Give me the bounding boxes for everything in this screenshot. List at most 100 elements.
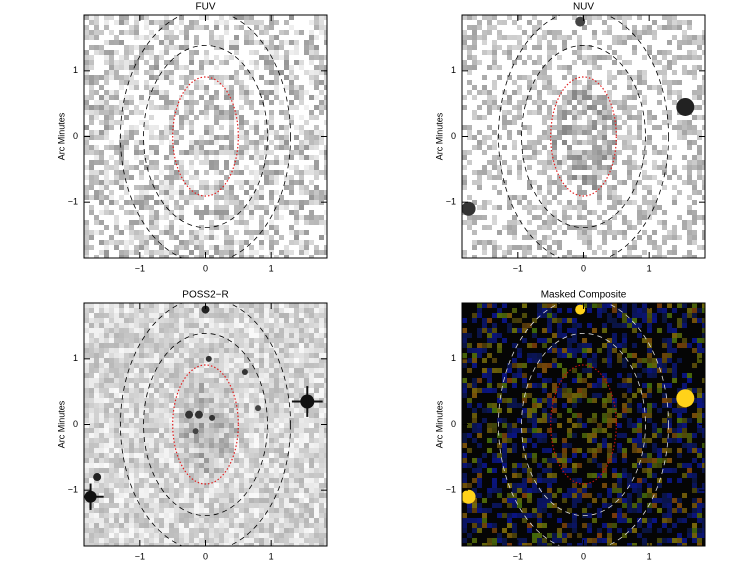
- pixel: [637, 110, 642, 115]
- pixel: [199, 323, 204, 328]
- pixel: [169, 478, 174, 483]
- pixel: [264, 418, 269, 423]
- pixel: [667, 230, 672, 235]
- pixel: [622, 145, 627, 150]
- pixel: [279, 533, 284, 538]
- pixel: [84, 240, 89, 245]
- pixel: [587, 303, 592, 308]
- pixel: [149, 543, 154, 546]
- pixel: [144, 498, 149, 503]
- pixel: [149, 438, 154, 443]
- pixel: [104, 95, 109, 100]
- pixel: [517, 85, 522, 90]
- pixel: [309, 433, 314, 438]
- pixel: [482, 303, 487, 308]
- pixel: [224, 413, 229, 418]
- pixel: [582, 165, 587, 170]
- pixel: [487, 65, 492, 70]
- pixel: [622, 110, 627, 115]
- pixel: [239, 130, 244, 135]
- pixel: [264, 45, 269, 50]
- pixel: [89, 303, 94, 308]
- pixel: [214, 250, 219, 255]
- pixel: [284, 85, 289, 90]
- pixel: [204, 418, 209, 423]
- pixel: [672, 80, 677, 85]
- pixel: [224, 343, 229, 348]
- pixel: [244, 220, 249, 225]
- pixel: [144, 388, 149, 393]
- pixel: [129, 543, 134, 546]
- pixel: [229, 528, 234, 533]
- pixel: [279, 358, 284, 363]
- pixel: [204, 150, 209, 155]
- pixel: [254, 463, 259, 468]
- pixel: [284, 180, 289, 185]
- pixel: [169, 120, 174, 125]
- pixel: [229, 368, 234, 373]
- pixel: [114, 523, 119, 528]
- pixel: [194, 145, 199, 150]
- pixel: [482, 85, 487, 90]
- pixel: [319, 55, 324, 60]
- pixel: [179, 448, 184, 453]
- pixel: [149, 303, 154, 308]
- pixel: [109, 308, 114, 313]
- pixel: [269, 523, 274, 528]
- pixel: [309, 508, 314, 513]
- pixel: [254, 348, 259, 353]
- pixel: [254, 125, 259, 130]
- pixel: [284, 40, 289, 45]
- x-tick-label: −1: [135, 263, 145, 273]
- pixel: [214, 135, 219, 140]
- pixel: [224, 303, 229, 308]
- pixel: [194, 488, 199, 493]
- pixel: [214, 235, 219, 240]
- pixel: [304, 538, 309, 543]
- pixel: [324, 318, 327, 323]
- pixel: [104, 383, 109, 388]
- pixel: [319, 468, 324, 473]
- pixel: [124, 448, 129, 453]
- pixel: [139, 348, 144, 353]
- pixel: [149, 205, 154, 210]
- pixel: [164, 135, 169, 140]
- pixel: [294, 468, 299, 473]
- pixel: [314, 215, 319, 220]
- pixel: [567, 70, 572, 75]
- pixel: [154, 160, 159, 165]
- pixel: [304, 165, 309, 170]
- pixel: [284, 403, 289, 408]
- pixel: [562, 45, 567, 50]
- pixel: [284, 353, 289, 358]
- pixel: [204, 160, 209, 165]
- pixel: [492, 240, 497, 245]
- pixel: [244, 413, 249, 418]
- pixel: [144, 458, 149, 463]
- pixel: [104, 250, 109, 255]
- pixel: [269, 488, 274, 493]
- pixel: [89, 413, 94, 418]
- pixel: [244, 120, 249, 125]
- pixel: [234, 135, 239, 140]
- pixel: [109, 70, 114, 75]
- pixel: [294, 338, 299, 343]
- pixel: [204, 423, 209, 428]
- pixel: [314, 508, 319, 513]
- pixel: [234, 463, 239, 468]
- pixel: [254, 368, 259, 373]
- pixel: [239, 25, 244, 30]
- pixel: [104, 538, 109, 543]
- pixel: [314, 513, 319, 518]
- pixel: [304, 493, 309, 498]
- pixel: [527, 110, 532, 115]
- pixel: [299, 30, 304, 35]
- pixel: [149, 363, 154, 368]
- pixel: [124, 160, 129, 165]
- pixel: [114, 468, 119, 473]
- pixel: [244, 483, 249, 488]
- pixel: [487, 30, 492, 35]
- pixel: [274, 358, 279, 363]
- pixel: [169, 195, 174, 200]
- pixel: [139, 523, 144, 528]
